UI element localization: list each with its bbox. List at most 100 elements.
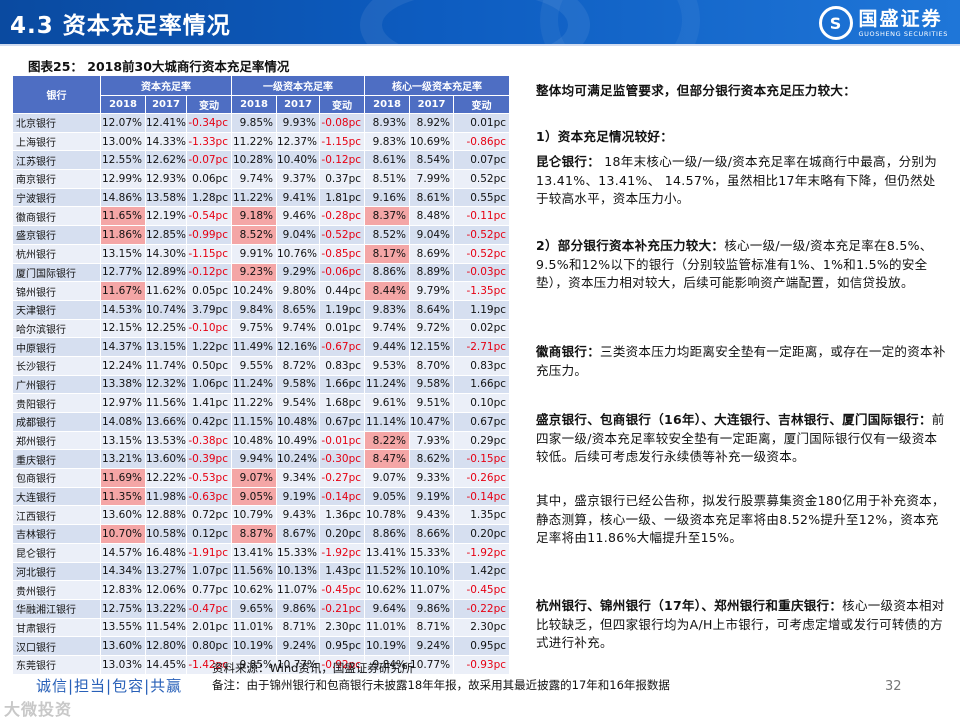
table-cell: -0.03pc: [453, 262, 511, 283]
table-cell: 10.79%: [231, 505, 277, 526]
subheader: 变动: [453, 95, 511, 114]
table-cell: 14.37%: [100, 337, 146, 357]
table-cell: 13.21%: [100, 449, 146, 470]
subheader: 2017: [145, 95, 187, 114]
table-cell: -0.14pc: [318, 486, 366, 507]
table-cell: -0.08pc: [318, 113, 366, 133]
table-cell: 0.02pc: [453, 318, 511, 339]
table-cell: -0.93pc: [453, 654, 511, 675]
table-cell: 11.01%: [364, 617, 411, 638]
bank-name: 包商银行: [12, 468, 101, 488]
table-cell: 1.36pc: [318, 505, 366, 526]
table-cell: 9.24%: [409, 636, 455, 656]
table-cell: 12.25%: [145, 318, 187, 339]
table-cell: 12.07%: [100, 113, 146, 133]
table-cell: 9.83%: [364, 131, 411, 152]
bank-name: 河北银行: [12, 561, 101, 582]
table-cell: 9.94%: [231, 449, 277, 470]
table-row: 包商银行 11.69% 12.22% -0.53pc 9.07% 9.34% -0.27pc…: [12, 468, 511, 488]
section-2-title: 2）部分银行资本补充压力较大：: [536, 238, 725, 253]
table-cell: -0.10pc: [186, 318, 232, 339]
table-cell: 8.71%: [409, 617, 455, 638]
bank-name: 重庆银行: [12, 449, 101, 470]
huishang-label: 徽商银行：: [536, 344, 601, 359]
table-cell: 14.34%: [100, 561, 146, 582]
table-cell: 10.78%: [364, 505, 411, 526]
table-cell: 12.62%: [145, 150, 187, 171]
table-row: 河北银行 14.34% 13.27% 1.07pc 11.56% 10.13% 1.43pc…: [12, 561, 511, 582]
table-cell: -2.71pc: [453, 337, 511, 357]
bank-name: 徽商银行: [12, 206, 101, 227]
table-cell: 14.08%: [100, 412, 146, 432]
kunlun-text: 18年末核心一级/一级/资本充足率在城商行中最高，分别为13.41%、13.41…: [536, 154, 938, 206]
bank-name: 江苏银行: [12, 150, 101, 171]
table-cell: 11.14%: [364, 412, 411, 432]
table-row: 大连银行 11.35% 11.98% -0.63pc 9.05% 9.19% -0.14pc…: [12, 486, 511, 507]
table-row: 锦州银行 11.67% 11.62% 0.05pc 10.24% 9.80% 0.44pc 8…: [12, 281, 511, 301]
group-header: 核心一级资本充足率: [364, 75, 511, 96]
table-cell: 9.74%: [364, 318, 411, 339]
table-cell: 11.07%: [409, 580, 455, 600]
table-cell: 12.41%: [145, 113, 187, 133]
shengjing-group-text: 前四家一级/资本充足率较安全垫有一定距离，厦门国际银行仅有一级资本较低。后续可考…: [536, 412, 945, 464]
table-cell: 9.07%: [364, 468, 411, 488]
page-number: 32: [885, 679, 902, 694]
table-cell: 12.80%: [145, 636, 187, 656]
table-cell: -0.63pc: [186, 486, 232, 507]
table-cell: 8.67%: [276, 524, 320, 544]
table-cell: 9.58%: [276, 374, 320, 395]
table-cell: 9.54%: [276, 393, 320, 413]
table-cell: -0.01pc: [318, 430, 366, 451]
table-cell: 14.57%: [100, 542, 146, 563]
table-cell: 8.65%: [276, 299, 320, 320]
table-cell: 10.62%: [231, 580, 277, 600]
table-cell: 10.19%: [231, 636, 277, 656]
table-cell: 9.84%: [231, 299, 277, 320]
table-cell: 11.65%: [100, 206, 146, 227]
table-row: 厦门国际银行 12.77% 12.89% -0.12pc 9.23% 9.29% -0.06…: [12, 262, 511, 283]
table-cell: 0.80pc: [186, 636, 232, 656]
table-cell: 8.54%: [409, 150, 455, 171]
shengjing-detail-text: 其中，盛京银行已经公告称，拟发行股票募集资金180亿用于补充资本，静态测算，核心…: [536, 493, 945, 545]
table-cell: 9.43%: [276, 505, 320, 526]
table-cell: 0.67pc: [318, 412, 366, 432]
table-row: 成都银行 14.08% 13.66% 0.42pc 11.15% 10.48% 0.67pc…: [12, 412, 511, 432]
table-row: 甘肃银行 13.55% 11.54% 2.01pc 11.01% 8.71% 2.30pc 1…: [12, 617, 511, 638]
table-cell: 1.42pc: [453, 561, 511, 582]
table-cell: 0.55pc: [453, 187, 511, 208]
table-cell: 0.01pc: [318, 318, 366, 339]
table-cell: 9.05%: [364, 486, 411, 507]
table-row: 江苏银行 12.55% 12.62% -0.07pc 10.28% 10.40% -0.12…: [12, 150, 511, 171]
table-cell: 13.22%: [145, 598, 187, 619]
bank-name: 上海银行: [12, 131, 101, 152]
table-cell: 2.30pc: [318, 617, 366, 638]
table-cell: 13.60%: [100, 505, 146, 526]
bank-name: 杭州银行: [12, 243, 101, 264]
table-cell: 9.04%: [276, 225, 320, 245]
table-row: 徽商银行 11.65% 12.19% -0.54pc 9.18% 9.46% -0.28pc…: [12, 206, 511, 227]
table-row: 上海银行 13.00% 14.33% -1.33pc 11.22% 12.37% -1.15…: [12, 131, 511, 152]
bank-name: 汉口银行: [12, 636, 101, 656]
table-cell: 13.60%: [145, 449, 187, 470]
table-cell: 11.01%: [231, 617, 277, 638]
table-cell: 8.62%: [409, 449, 455, 470]
table-cell: 12.75%: [100, 598, 146, 619]
table-cell: 0.06pc: [186, 169, 232, 189]
table-cell: 3.79pc: [186, 299, 232, 320]
table-cell: -0.15pc: [453, 449, 511, 470]
table-cell: 8.37%: [364, 206, 411, 227]
table-cell: 1.35pc: [453, 505, 511, 526]
bank-name: 锦州银行: [12, 281, 101, 301]
table-cell: 9.07%: [231, 468, 277, 488]
table-cell: 10.47%: [409, 412, 455, 432]
kunlun-label: 昆仑银行：: [536, 154, 601, 169]
table-cell: 7.99%: [409, 169, 455, 189]
table-cell: 0.67pc: [453, 412, 511, 432]
table-cell: 11.22%: [231, 393, 277, 413]
table-cell: 11.52%: [364, 561, 411, 582]
table-cell: 11.54%: [145, 617, 187, 638]
table-cell: 8.93%: [364, 113, 411, 133]
brand-name: 国盛证券: [858, 7, 943, 30]
table-cell: -0.52pc: [453, 243, 511, 264]
table-cell: -0.45pc: [318, 580, 366, 600]
